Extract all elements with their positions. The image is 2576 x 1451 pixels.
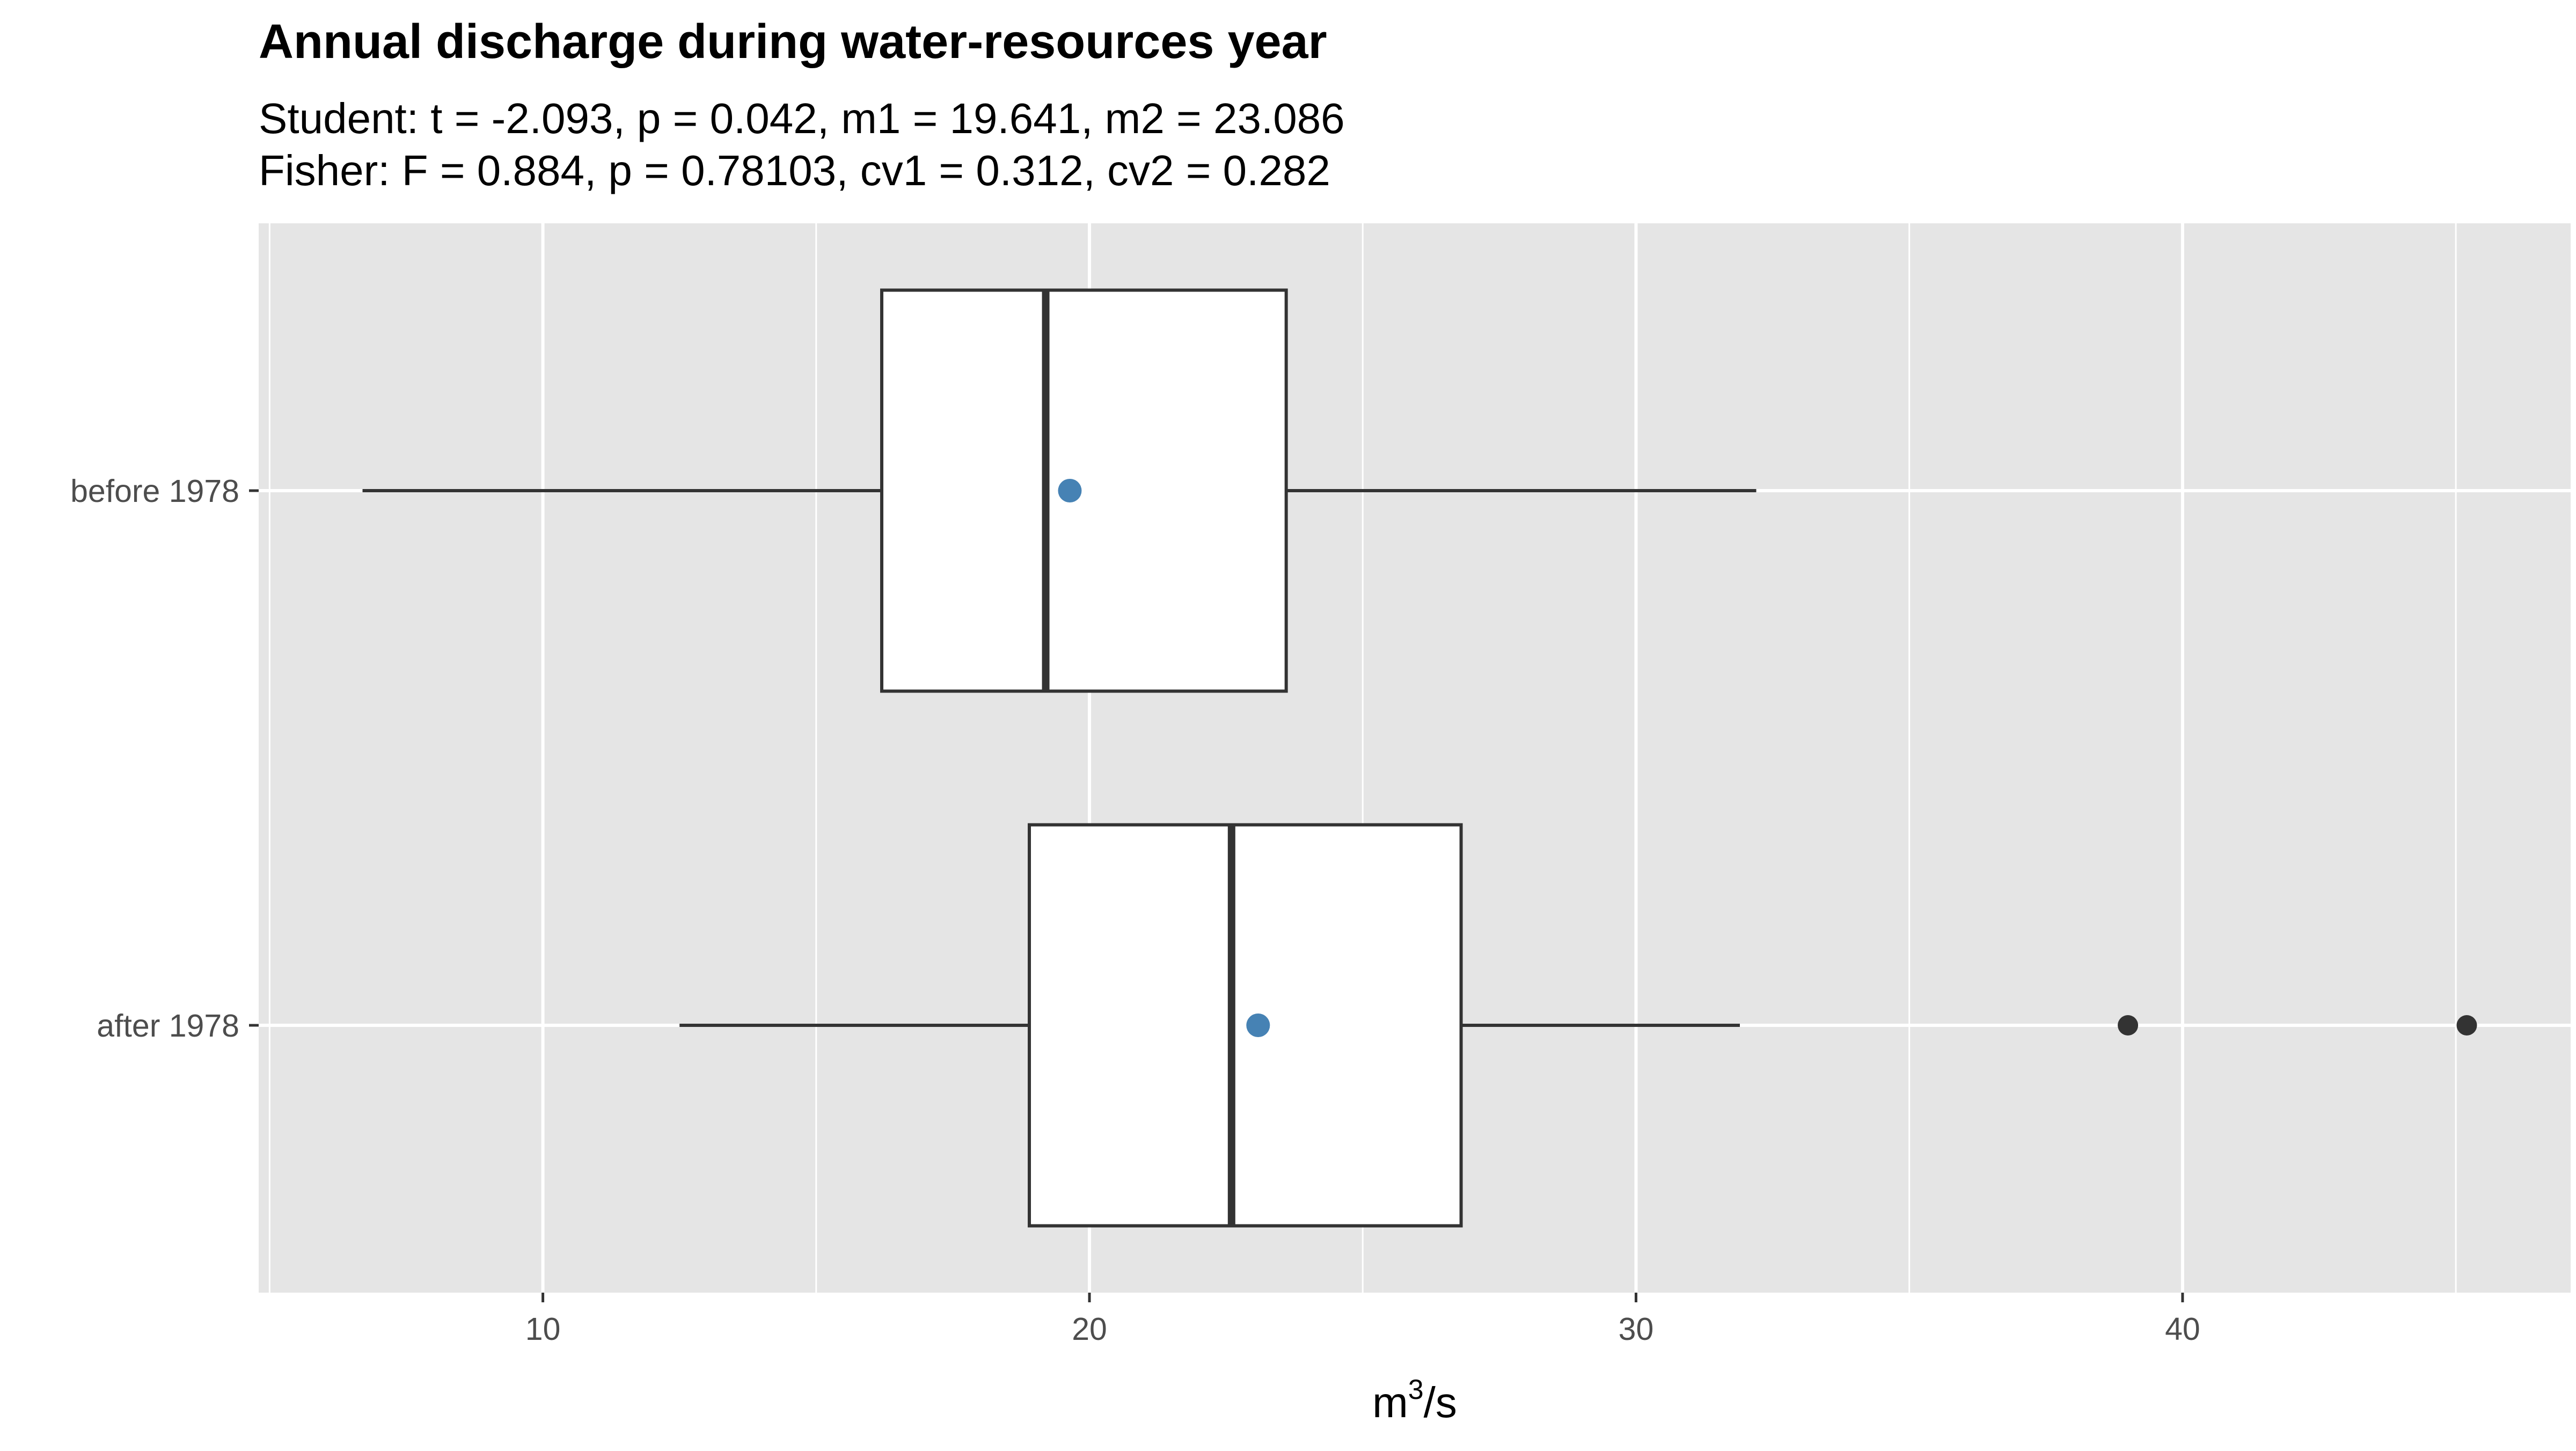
box-group (362, 288, 1757, 693)
chart-title: Annual discharge during water-resources … (259, 15, 1327, 69)
outlier-point (2118, 1015, 2139, 1036)
mean-point (1058, 479, 1082, 502)
outlier-point (2456, 1015, 2477, 1036)
chart-subtitle-line-1: Student: t = -2.093, p = 0.042, m1 = 19.… (259, 94, 1345, 142)
x-tick-label: 10 (525, 1311, 561, 1347)
box-layer (362, 288, 2477, 1228)
x-tick-label: 30 (1619, 1311, 1654, 1347)
x-axis-title: m3/s (1372, 1374, 1457, 1426)
x-tick-label: 40 (2165, 1311, 2200, 1347)
x-tick-label: 20 (1072, 1311, 1107, 1347)
mean-point (1246, 1013, 1270, 1037)
axes: 10 20 30 40 before 1978 after 1978 (70, 473, 2200, 1347)
y-category-label: after 1978 (97, 1008, 239, 1044)
y-category-label: before 1978 (70, 473, 239, 509)
box-iqr (880, 288, 1288, 693)
chart-subtitle-line-2: Fisher: F = 0.884, p = 0.78103, cv1 = 0.… (259, 147, 1330, 194)
box-group (679, 823, 2477, 1228)
box-iqr (1028, 823, 1463, 1228)
